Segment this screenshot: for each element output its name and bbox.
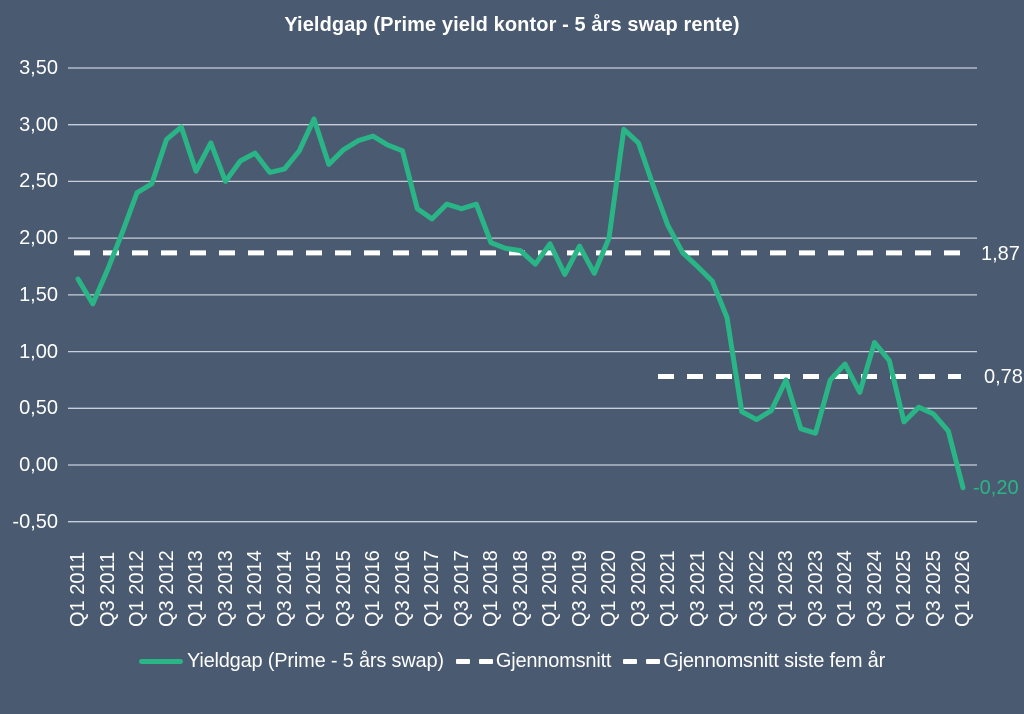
legend-item-yieldgap: Yieldgap (Prime - 5 års swap): [138, 650, 444, 673]
x-tick-label: Q3 2017: [451, 550, 473, 627]
x-tick-label: Q1 2019: [539, 550, 561, 627]
x-tick-label: Q3 2018: [510, 550, 532, 627]
x-tick-label: Q3 2025: [923, 550, 945, 627]
five-year-average-value-label: 0,78: [984, 366, 1023, 388]
x-tick-label: Q1 2025: [893, 550, 915, 627]
legend-label-yieldgap: Yieldgap (Prime - 5 års swap): [186, 650, 444, 672]
x-tick-label: Q1 2015: [303, 550, 325, 627]
legend-label-five-year-average: Gjennomsnitt siste fem år: [663, 650, 886, 672]
five-year-average-dash-swatch-icon: [623, 659, 661, 664]
x-tick-label: Q3 2014: [274, 550, 296, 627]
x-tick-label: Q3 2012: [156, 550, 178, 627]
yieldgap-series-line: [75, 116, 966, 491]
y-tick-label: -0,50: [12, 511, 58, 533]
x-tick-label: Q1 2014: [244, 550, 266, 627]
x-tick-label: Q1 2012: [126, 550, 148, 627]
x-tick-label: Q1 2021: [657, 550, 679, 627]
x-tick-label: Q3 2022: [746, 550, 768, 627]
legend: Yieldgap (Prime - 5 års swap) Gjennomsni…: [0, 650, 1024, 673]
y-tick-label: 0,00: [19, 454, 58, 476]
x-tick-label: Q1 2016: [362, 550, 384, 627]
y-tick-label: 3,00: [19, 114, 58, 136]
x-tick-label: Q1 2017: [421, 550, 443, 627]
series-line-swatch-icon: [138, 659, 183, 664]
x-tick-label: Q3 2015: [333, 550, 355, 627]
y-tick-label: 1,50: [19, 284, 58, 306]
x-tick-label: Q3 2021: [687, 550, 709, 627]
average-value-label: 1,87: [981, 243, 1020, 265]
x-tick-label: Q1 2024: [834, 550, 856, 627]
x-tick-label: Q3 2016: [392, 550, 414, 627]
series-end-value-label: -0,20: [973, 477, 1019, 499]
x-tick-label: Q1 2023: [775, 550, 797, 627]
y-tick-label: 0,50: [19, 397, 58, 419]
x-tick-label: Q3 2011: [97, 551, 119, 627]
legend-item-average: Gjennomsnitt: [455, 650, 612, 673]
x-tick-label: Q1 2013: [185, 550, 207, 627]
x-tick-label: Q3 2024: [864, 550, 886, 627]
x-tick-label: Q3 2023: [805, 550, 827, 627]
legend-item-five-year-average: Gjennomsnitt siste fem år: [623, 650, 885, 673]
x-tick-label: Q3 2013: [215, 550, 237, 627]
x-tick-label: Q3 2019: [569, 550, 591, 627]
x-tick-label: Q3 2020: [628, 550, 650, 627]
chart-title: Yieldgap (Prime yield kontor - 5 års swa…: [284, 14, 740, 36]
legend-label-average: Gjennomsnitt: [495, 650, 612, 672]
y-tick-label: 2,50: [19, 170, 58, 192]
x-tick-label: Q1 2026: [952, 550, 974, 627]
y-tick-label: 3,50: [19, 57, 58, 79]
x-tick-label: Q1 2022: [716, 550, 738, 627]
x-tick-label: Q1 2011: [67, 551, 89, 627]
x-tick-label: Q1 2020: [598, 550, 620, 627]
x-tick-label: Q1 2018: [480, 550, 502, 627]
y-tick-label: 2,00: [19, 227, 58, 249]
average-dash-swatch-icon: [455, 659, 493, 664]
y-tick-label: 1,00: [19, 341, 58, 363]
